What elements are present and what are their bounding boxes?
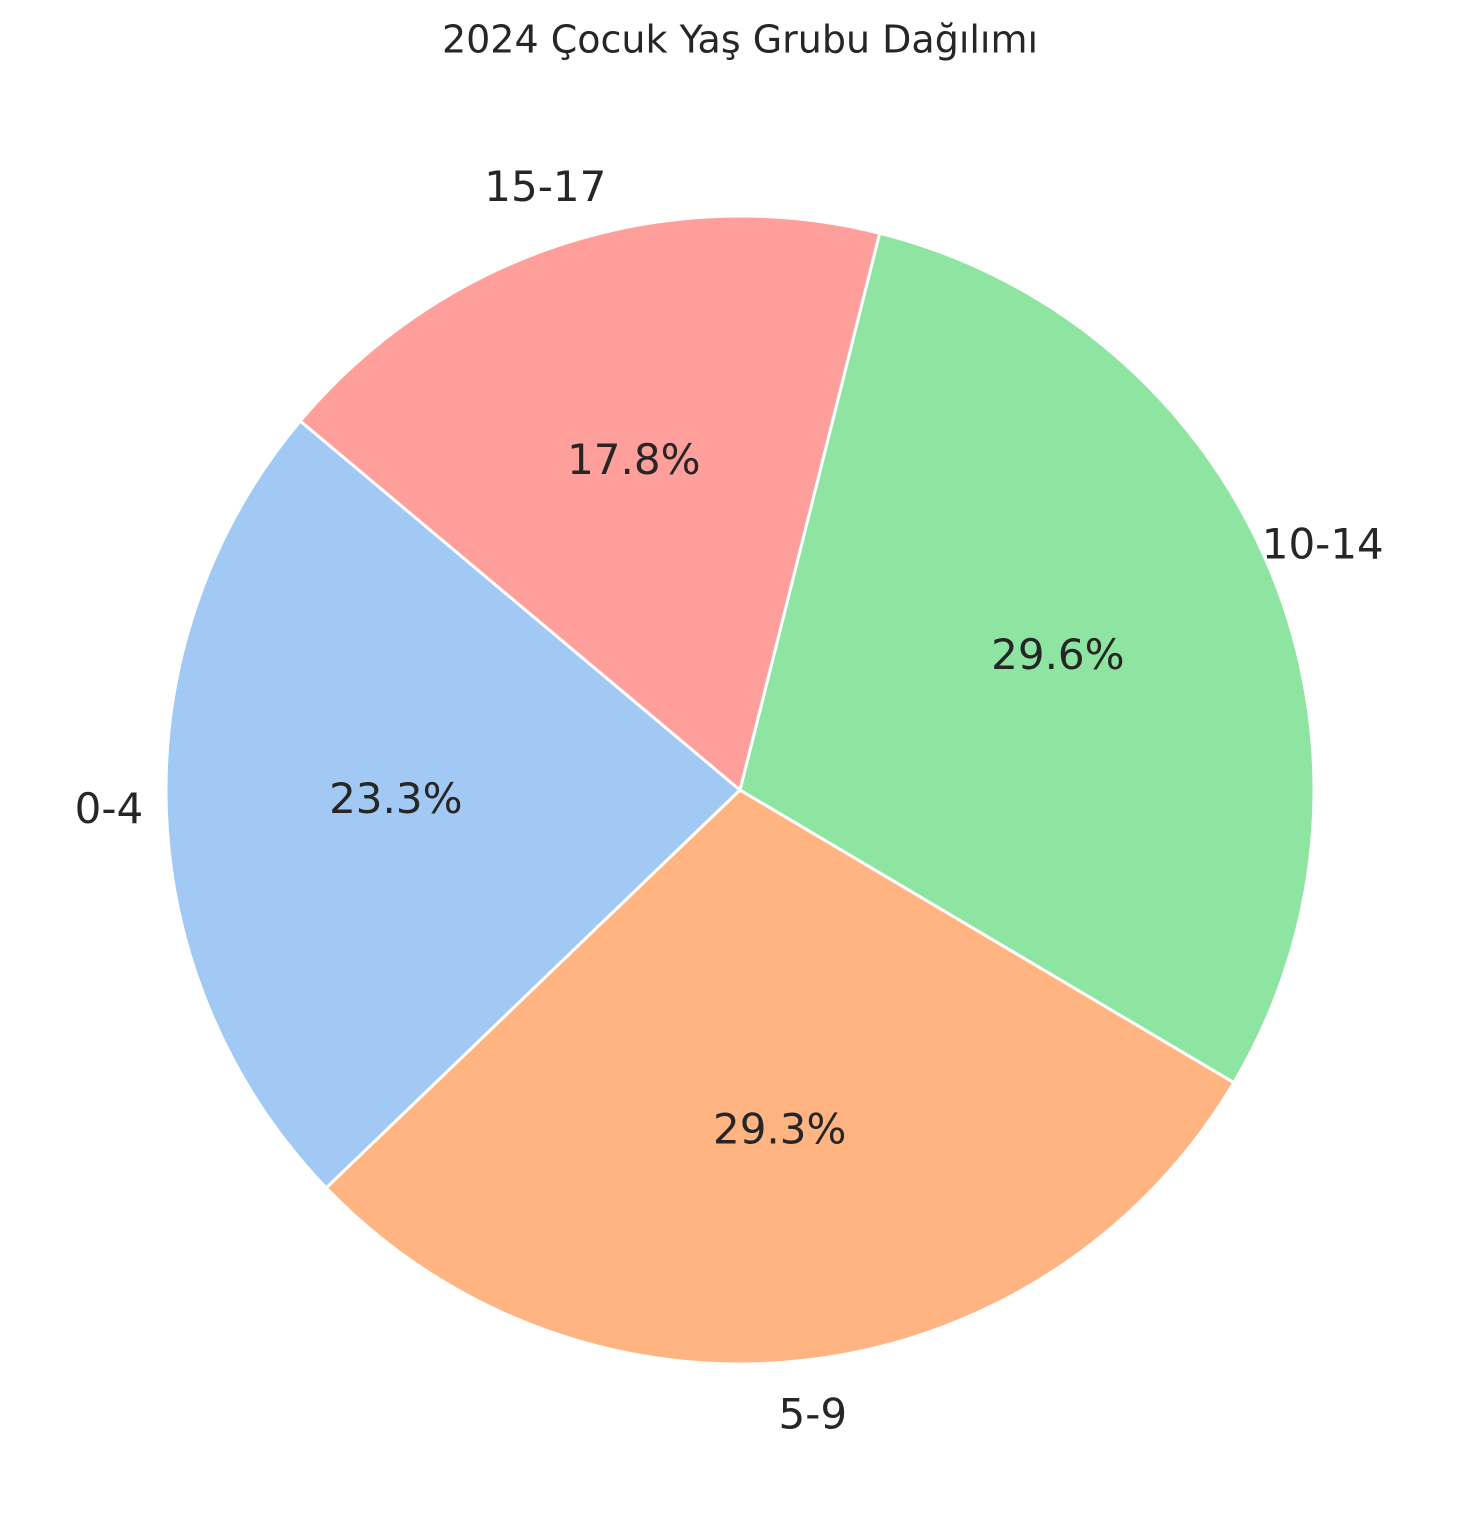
slice-label: 15-17 <box>484 162 606 211</box>
chart-title: 2024 Çocuk Yaş Grubu Dağılımı <box>442 18 1038 62</box>
value-label: 29.6% <box>991 630 1124 679</box>
value-label: 17.8% <box>567 435 700 484</box>
pie-slice <box>298 214 882 793</box>
pie-slice <box>164 418 743 1190</box>
slice-label: 5-9 <box>778 1390 847 1439</box>
slice-label: 0-4 <box>75 784 144 833</box>
slice-label: 10-14 <box>1262 519 1384 568</box>
value-label: 29.3% <box>713 1105 846 1154</box>
pie-slice <box>738 231 1316 1085</box>
pie-slice <box>324 788 1236 1366</box>
value-label: 23.3% <box>329 774 462 823</box>
